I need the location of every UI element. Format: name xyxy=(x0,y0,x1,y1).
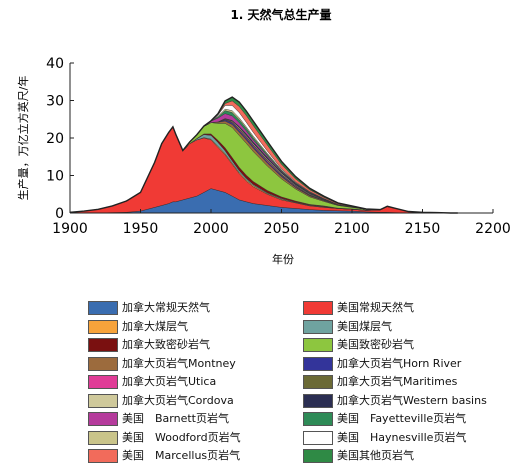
x-tick-label: 1900 xyxy=(52,221,88,237)
legend-label: 加拿大页岩气Maritimes xyxy=(337,375,458,388)
legend-label: 美国常规天然气 xyxy=(337,301,414,314)
y-tick-label: 20 xyxy=(46,131,64,147)
legend-label: 美国 Marcellus页岩气 xyxy=(122,449,241,462)
legend-swatch xyxy=(303,449,333,463)
x-tick-label: 2150 xyxy=(405,221,441,237)
legend-label: 美国 Woodford页岩气 xyxy=(122,430,241,444)
legend-swatch xyxy=(88,449,118,463)
legend-label: 美国 Haynesville页岩气 xyxy=(337,430,467,444)
legend-label: 美国其他页岩气 xyxy=(337,449,414,462)
legend-swatch xyxy=(88,412,118,426)
legend-swatch xyxy=(88,375,118,389)
legend-label: 加拿大页岩气Horn River xyxy=(337,356,462,370)
legend-swatch xyxy=(303,319,333,334)
legend-label: 加拿大页岩气Montney xyxy=(122,356,236,370)
axes-group: 0 10 20 30 40 1900 1950 2000 2050 2100 2150 2200 xyxy=(46,56,511,237)
total-outline xyxy=(69,96,458,214)
legend-swatch xyxy=(303,430,333,445)
legend-label: 美国致密砂岩气 xyxy=(337,338,414,351)
legend-swatch xyxy=(88,301,118,315)
legend-label: 加拿大煤层气 xyxy=(122,319,188,333)
legend-swatch xyxy=(303,338,333,352)
legend-label: 加拿大页岩气Utica xyxy=(122,375,217,388)
y-tick-label: 0 xyxy=(55,206,64,222)
y-tick-label: 30 xyxy=(46,94,64,110)
legend-label: 美国煤层气 xyxy=(337,319,392,333)
legend-label: 美国 Barnett页岩气 xyxy=(122,412,229,425)
legend-swatch xyxy=(303,375,333,389)
legend-label: 加拿大页岩气Cordova xyxy=(122,393,234,407)
area-series-group xyxy=(69,96,458,214)
y-tick-label: 40 xyxy=(46,56,64,72)
x-tick-label: 1950 xyxy=(123,221,159,237)
legend-swatch xyxy=(88,356,118,371)
legend-swatch xyxy=(88,319,118,334)
legend-swatch xyxy=(88,393,118,408)
y-axis-label: 生产量，万亿立方英尺/年 xyxy=(16,76,30,201)
legend-swatch xyxy=(88,338,118,352)
legend-swatch xyxy=(303,412,333,426)
x-tick-label: 2000 xyxy=(193,221,229,237)
legend-swatch xyxy=(88,430,118,445)
legend-swatch xyxy=(303,301,333,315)
x-tick-label: 2200 xyxy=(475,221,511,237)
y-tick-label: 10 xyxy=(46,169,64,185)
x-tick-label: 2100 xyxy=(334,221,370,237)
legend-label: 加拿大常规天然气 xyxy=(122,301,210,314)
legend-label: 加拿大页岩气Western basins xyxy=(337,393,487,407)
legend-label: 美国 Fayetteville页岩气 xyxy=(337,412,467,425)
legend-label: 加拿大致密砂岩气 xyxy=(122,338,210,351)
x-axis-label: 年份 xyxy=(272,252,294,266)
chart-title: 1. 天然气总生产量 xyxy=(230,7,331,22)
legend-swatch xyxy=(303,356,333,371)
x-tick-label: 2050 xyxy=(264,221,300,237)
legend-swatch xyxy=(303,393,333,408)
